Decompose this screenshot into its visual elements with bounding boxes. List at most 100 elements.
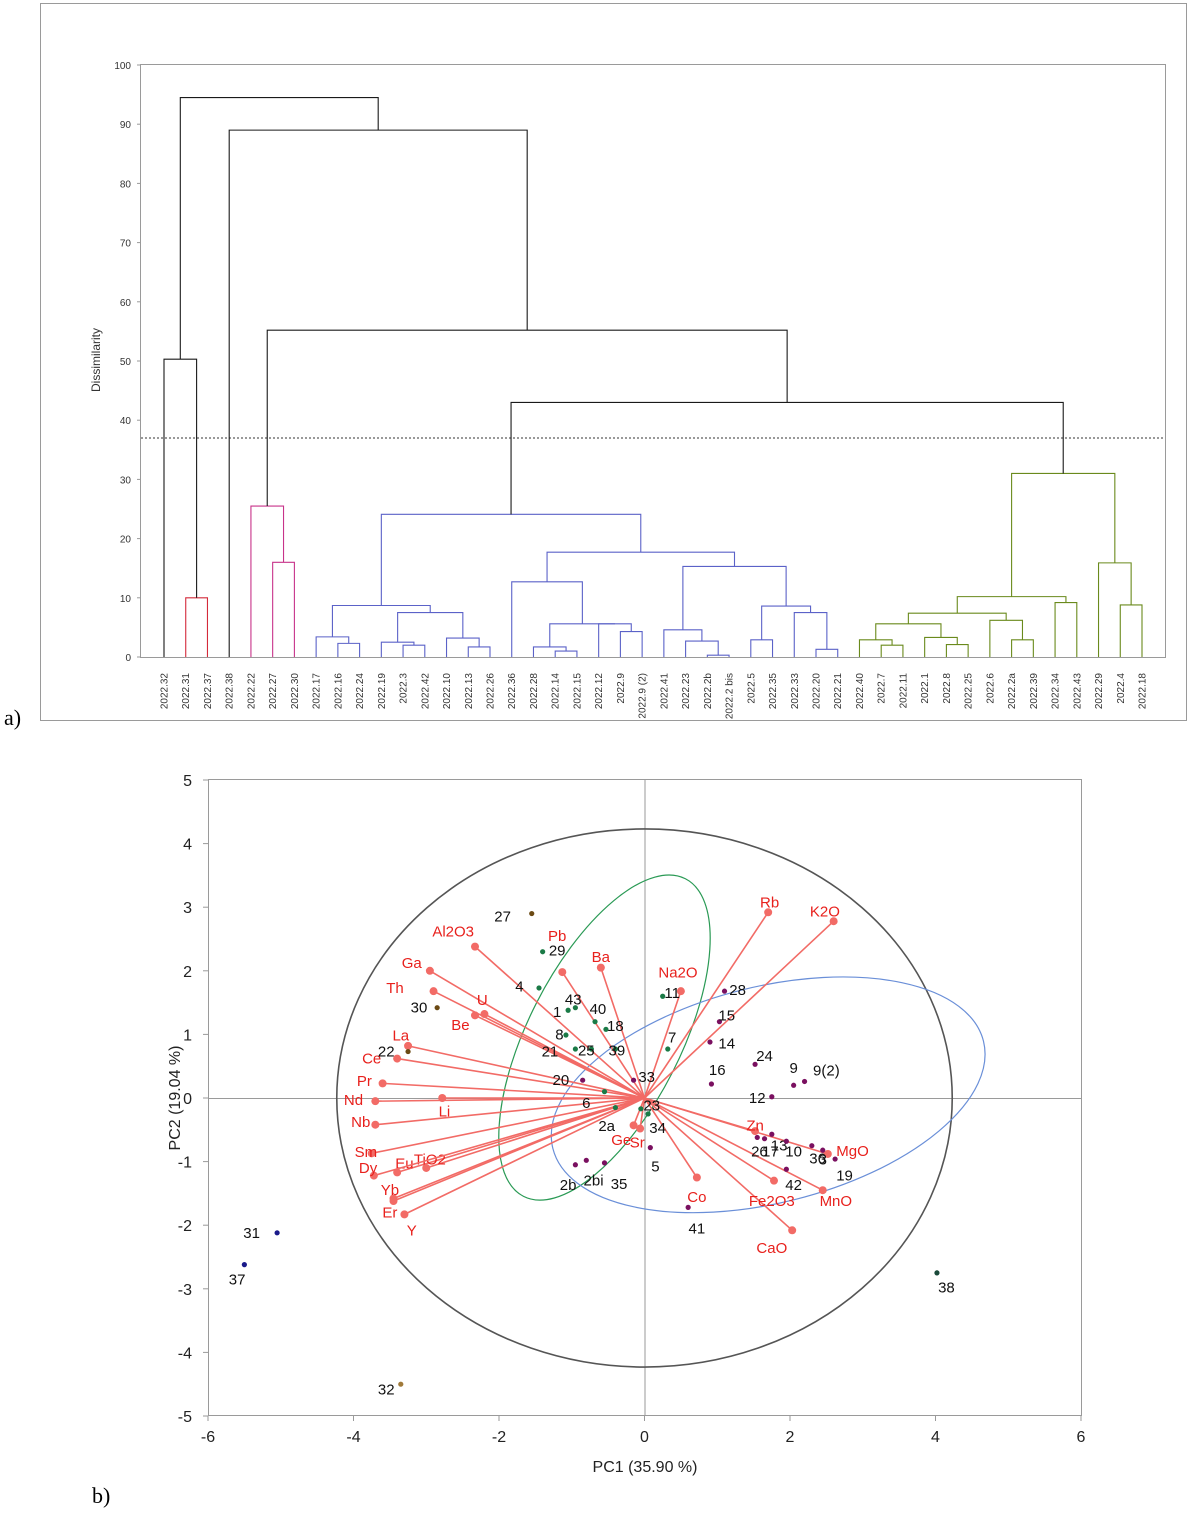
observation-label: 9(2) <box>813 1063 840 1080</box>
observation-point <box>529 910 535 917</box>
observation-point <box>761 1136 768 1142</box>
x-tick-label: -2 <box>492 1429 506 1446</box>
leaf-label: 2022.40 <box>855 673 866 710</box>
observation-point <box>801 1078 808 1085</box>
variable-label: Pr <box>357 1073 372 1090</box>
observation-label: 33 <box>638 1069 655 1086</box>
observation-point <box>769 1131 775 1137</box>
leaf-label: 2022.35 <box>768 673 779 710</box>
observation-label: 6 <box>582 1095 590 1112</box>
variable-point <box>823 1149 832 1158</box>
observation-point <box>647 1145 653 1151</box>
leaf-label: 2022.24 <box>355 673 366 710</box>
variable-point <box>422 1163 431 1172</box>
observation-point <box>572 1162 578 1168</box>
variable-point <box>596 963 605 972</box>
observation-label: 8 <box>555 1026 563 1043</box>
leaf-label: 2022.5 <box>746 673 757 704</box>
observation-label: 12 <box>749 1090 766 1107</box>
observation-point <box>572 1046 578 1052</box>
variable-point <box>438 1094 447 1102</box>
variable-label: U <box>477 992 488 1009</box>
leaf-label: 2022.12 <box>594 673 605 710</box>
observation-point <box>434 1005 440 1011</box>
observation-label: 20 <box>552 1072 569 1089</box>
y-tick-label: 40 <box>120 416 132 427</box>
dendrogram-branches <box>163 97 1143 657</box>
observation-label: 34 <box>649 1120 666 1137</box>
variable-vector <box>644 1097 824 1191</box>
dendrogram-branch <box>179 97 379 360</box>
leaf-label: 2022.31 <box>181 673 192 710</box>
leaf-label: 2022.1 <box>920 673 931 704</box>
variable-label: Nd <box>344 1092 363 1109</box>
variable-point <box>470 1011 479 1020</box>
leaf-label: 2022.39 <box>1029 673 1040 710</box>
observation-label: 27 <box>494 909 511 926</box>
leaf-label: 2022.16 <box>333 673 344 710</box>
observation-point <box>583 1157 589 1163</box>
observation-point <box>405 1048 411 1055</box>
leaf-label: 2022.27 <box>268 673 279 710</box>
y-tick-label: 0 <box>125 653 131 664</box>
observation-label: 2bi <box>584 1173 604 1190</box>
y-tick-label: 0 <box>183 1091 192 1108</box>
variable-point <box>404 1041 413 1050</box>
observation-point <box>612 1104 619 1111</box>
variable-label: Yb <box>381 1182 399 1199</box>
dendrogram-y-ticks: 0 10 20 30 40 50 60 70 80 90 100 <box>114 61 141 664</box>
variable-label: Ba <box>592 949 611 966</box>
variable-vector <box>404 1097 645 1216</box>
variable-vector <box>632 1097 646 1126</box>
observation-point <box>809 1143 815 1149</box>
variable-label: Eu <box>395 1156 413 1173</box>
observation-point <box>708 1081 715 1087</box>
leaf-label: 2022.19 <box>377 673 388 710</box>
leaf-label: 2022.2 bis <box>725 673 736 719</box>
variable-vector <box>643 911 769 1099</box>
variable-point <box>818 1186 827 1195</box>
observation-label: 32 <box>378 1381 395 1398</box>
observation-label: 10 <box>785 1143 802 1160</box>
leaf-label: 2022.34 <box>1051 673 1062 710</box>
observation-label: 29 <box>549 942 566 959</box>
x-tick-label: 4 <box>931 1429 940 1446</box>
leaf-label: 2022.42 <box>420 673 431 710</box>
leaf-label: 2022.26 <box>486 673 497 710</box>
variable-point <box>371 1120 380 1129</box>
leaf-label: 2022.25 <box>964 673 975 710</box>
variable-vector <box>643 990 682 1099</box>
observation-label: 35 <box>611 1176 628 1193</box>
observation-label: 36 <box>809 1150 826 1167</box>
observation-label: 4 <box>515 979 523 996</box>
observation-label: 39 <box>609 1042 626 1059</box>
y-tick-label: 5 <box>183 773 192 790</box>
variable-point <box>676 987 685 996</box>
leaf-label: 2022.18 <box>1138 673 1149 710</box>
observation-point <box>592 1019 598 1025</box>
pca-y-axis-label: PC2 (19.04 %) <box>167 1046 184 1151</box>
observation-label: 19 <box>836 1168 853 1185</box>
variable-label: Fe2O3 <box>749 1193 795 1210</box>
variable-point <box>636 1124 645 1133</box>
leaf-label: 2022.11 <box>898 673 909 709</box>
variable-point <box>371 1097 380 1106</box>
variable-vector <box>643 1097 793 1231</box>
y-tick-label: -3 <box>178 1282 192 1299</box>
variable-point <box>429 987 438 996</box>
variable-point <box>369 1171 378 1180</box>
variable-vector <box>643 1097 698 1178</box>
variable-point <box>367 1149 376 1158</box>
variable-label: Er <box>382 1204 397 1221</box>
observation-label: 40 <box>590 1001 607 1018</box>
dendrogram-branch <box>549 623 615 647</box>
observation-point <box>707 1039 713 1045</box>
variable-vector <box>639 1097 646 1129</box>
observation-point <box>572 1005 578 1011</box>
observation-point <box>665 1046 671 1052</box>
variable-point <box>788 1226 797 1235</box>
leaf-label: 2022.23 <box>681 673 692 710</box>
observation-point <box>721 988 728 994</box>
observation-label: 9 <box>789 1060 797 1077</box>
